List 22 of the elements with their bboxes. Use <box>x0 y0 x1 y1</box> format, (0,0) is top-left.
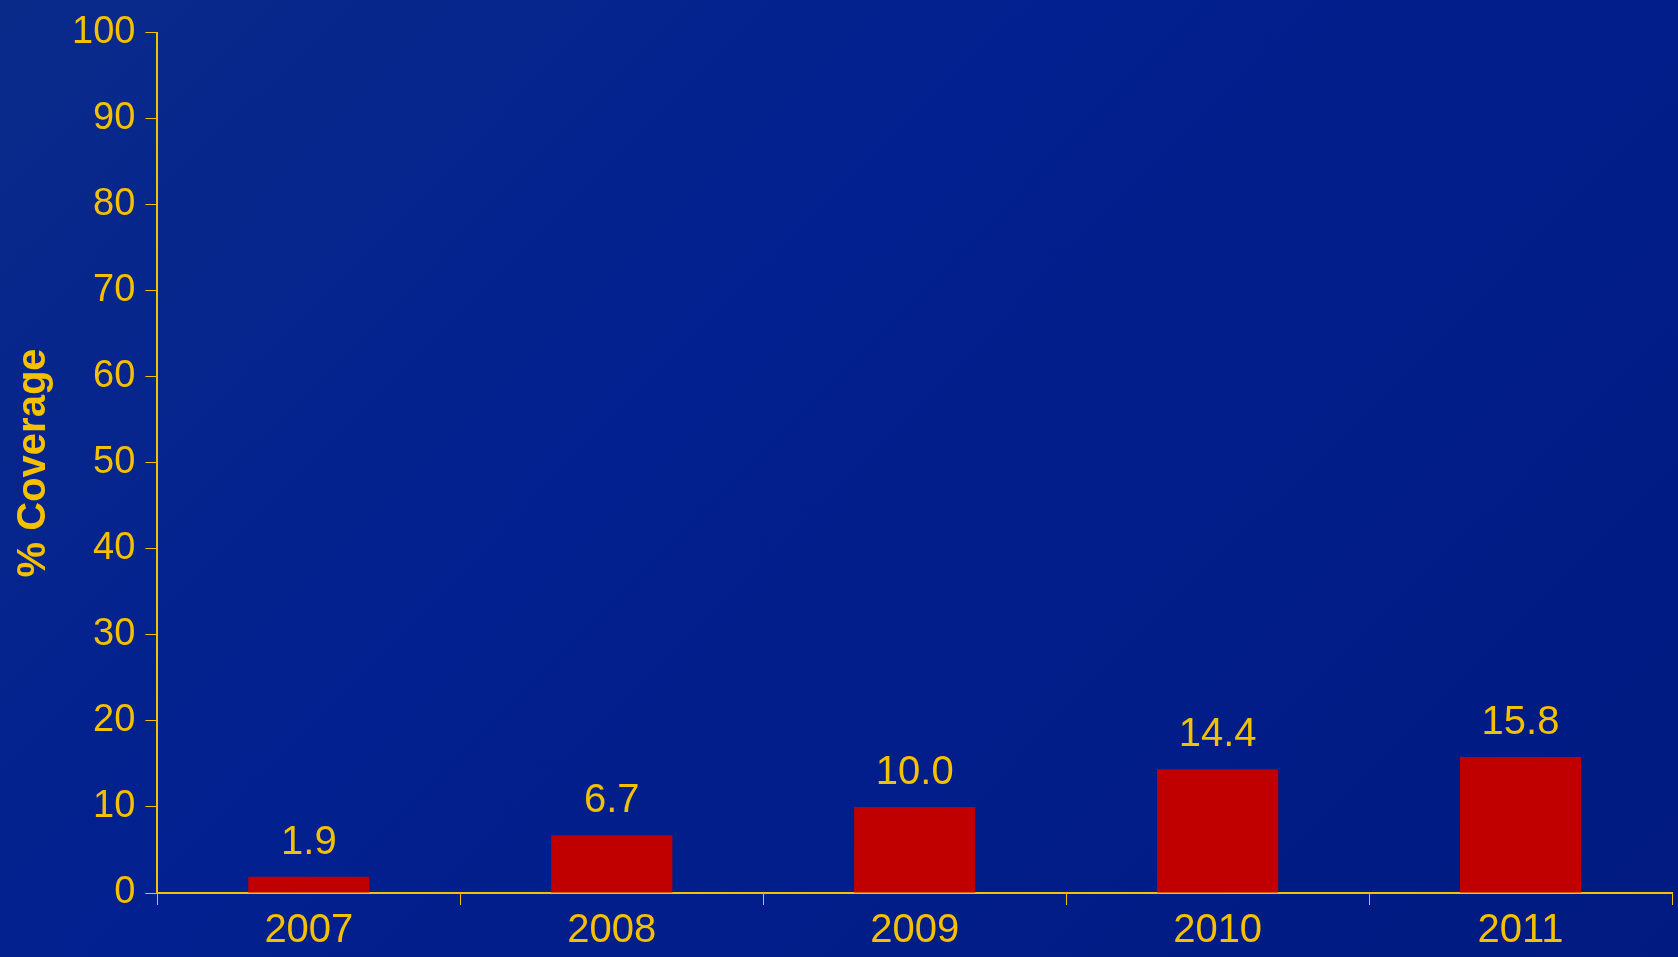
data-label: 6.7 <box>583 776 640 821</box>
data-label: 1.9 <box>281 817 337 862</box>
y-tick-label: 70 <box>93 267 136 310</box>
y-tick-label: 90 <box>93 95 136 138</box>
y-tick-label: 50 <box>93 439 136 482</box>
x-tick-label: 2010 <box>1173 906 1263 951</box>
x-tick-label: 2007 <box>264 906 354 951</box>
y-axis-title: % Coverage <box>9 348 54 578</box>
x-tick-label: 2011 <box>1477 906 1564 951</box>
y-tick-label: 0 <box>114 869 136 912</box>
x-tick-label: 2008 <box>567 906 657 951</box>
y-tick-label: 10 <box>93 783 136 826</box>
y-tick-label: 30 <box>93 611 136 654</box>
y-tick-label: 80 <box>93 181 136 224</box>
y-tick-label: 40 <box>93 525 136 568</box>
y-tick-label: 100 <box>72 9 136 52</box>
x-tick-label: 2009 <box>870 906 960 951</box>
data-label: 10.0 <box>875 748 954 793</box>
y-tick-label: 60 <box>93 353 136 396</box>
y-tick-label: 20 <box>93 697 136 740</box>
data-label: 15.8 <box>1481 698 1560 743</box>
data-label: 14.4 <box>1178 710 1257 755</box>
